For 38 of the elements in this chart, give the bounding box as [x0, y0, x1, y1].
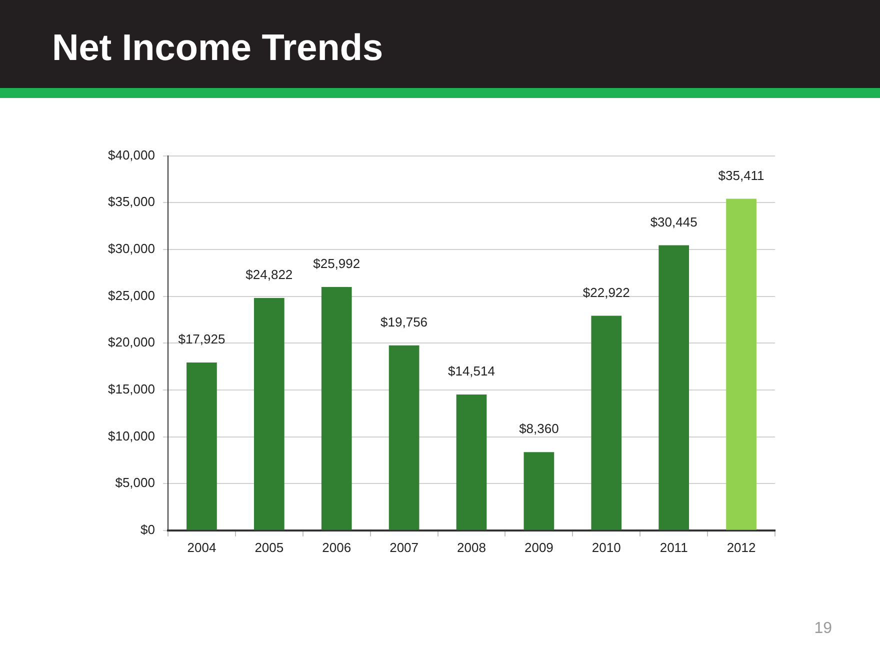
bar — [254, 298, 284, 530]
bar — [186, 362, 217, 530]
data-label: $17,925 — [178, 332, 226, 347]
bar — [388, 345, 420, 530]
y-tick-label: $40,000 — [108, 147, 155, 162]
x-tick-label: 2008 — [457, 540, 486, 555]
data-label: $30,445 — [650, 214, 698, 230]
y-tick-label: $30,000 — [108, 241, 155, 256]
y-tick-label: $10,000 — [108, 428, 155, 444]
chart-title: Net Income Trends — [52, 26, 384, 70]
x-tick-label: 2004 — [187, 540, 216, 555]
x-tick-label: 2007 — [390, 540, 419, 555]
x-tick-label: 2012 — [726, 540, 756, 555]
bar — [321, 286, 352, 530]
y-tick-label: $5,000 — [115, 475, 155, 490]
data-label: $24,822 — [246, 267, 293, 282]
y-tick-label: $20,000 — [108, 334, 155, 350]
bar — [658, 245, 690, 530]
data-label: $22,922 — [582, 284, 630, 300]
x-tick-label: 2010 — [592, 540, 621, 555]
bar — [456, 394, 487, 530]
y-tick-label: $25,000 — [108, 288, 155, 303]
bar — [524, 452, 554, 530]
y-tick-label: $15,000 — [108, 382, 155, 397]
data-label: $8,360 — [519, 421, 559, 436]
data-label: $35,411 — [718, 168, 764, 183]
text: 19 — [814, 620, 832, 638]
y-tick-label: $35,000 — [108, 194, 155, 210]
x-tick-label: 2006 — [322, 540, 352, 555]
x-tick-label: 2005 — [254, 540, 284, 555]
data-label: $19,756 — [380, 314, 428, 330]
bar — [591, 316, 622, 530]
y-tick-label: $0 — [140, 522, 155, 537]
x-tick-label: 2011 — [660, 540, 688, 555]
data-label: $25,992 — [313, 256, 360, 272]
x-tick-label: 2009 — [524, 540, 554, 555]
data-label: $14,514 — [448, 364, 495, 379]
bar — [726, 198, 756, 530]
